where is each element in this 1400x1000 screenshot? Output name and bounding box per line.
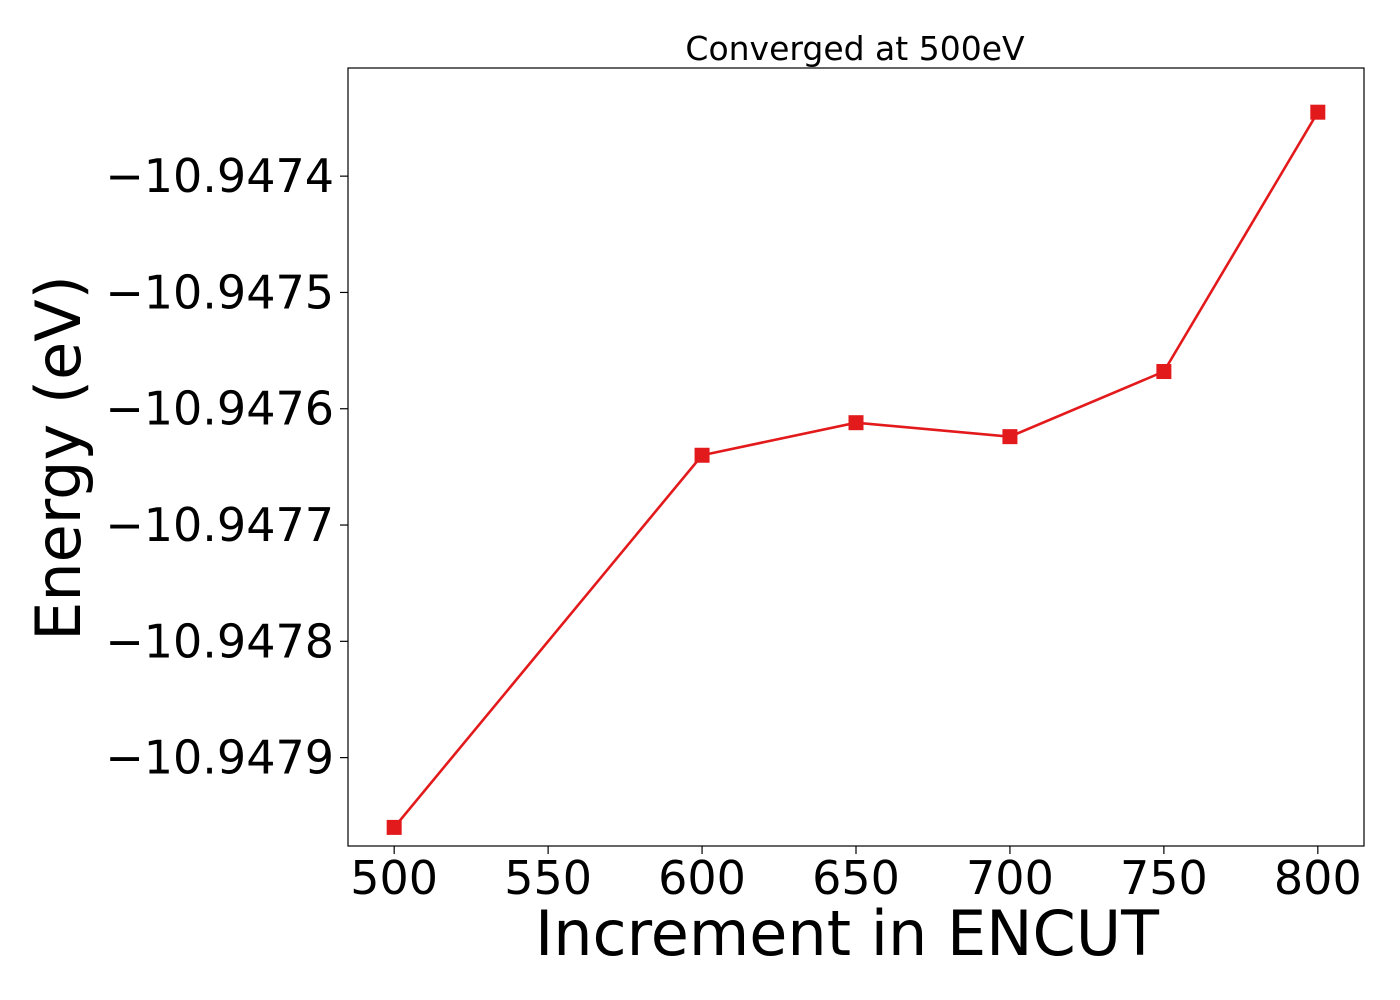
chart-title: Converged at 500eV xyxy=(685,29,1025,68)
series-layer xyxy=(386,104,1326,835)
series-line xyxy=(393,111,1319,829)
x-axis-label: Increment in ENCUT xyxy=(535,897,1160,970)
y-tick-label: −10.9477 xyxy=(105,498,334,552)
y-tick-label: −10.9476 xyxy=(105,382,334,436)
x-tick-label: 700 xyxy=(966,851,1054,905)
x-tick-label: 800 xyxy=(1274,851,1362,905)
x-tick-label: 500 xyxy=(350,851,438,905)
y-tick-label: −10.9475 xyxy=(105,265,334,319)
data-point-marker xyxy=(1310,104,1326,120)
y-tick-label: −10.9479 xyxy=(105,731,334,785)
x-tick-label: 750 xyxy=(1120,851,1208,905)
x-axis-ticks: 500 550 600 650 700 750 800 xyxy=(350,846,1362,905)
data-point-marker xyxy=(848,415,864,431)
data-point-marker xyxy=(1156,364,1172,380)
x-tick-label: 600 xyxy=(658,851,746,905)
x-tick-label: 550 xyxy=(504,851,592,905)
plot-area-frame xyxy=(347,67,1365,847)
data-point-marker xyxy=(1002,429,1018,445)
y-tick-label: −10.9478 xyxy=(105,614,334,668)
y-tick-label: −10.9474 xyxy=(105,149,334,203)
y-axis-ticks: −10.9479 −10.9478 −10.9477 −10.9476 −10.9475… xyxy=(105,149,348,785)
x-tick-label: 650 xyxy=(812,851,900,905)
y-axis-label: Energy (eV) xyxy=(22,275,95,641)
data-point-marker xyxy=(694,447,710,463)
data-point-marker xyxy=(386,819,402,835)
